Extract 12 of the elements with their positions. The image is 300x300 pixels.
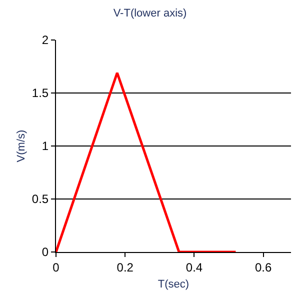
y-axis-title: V(m/s) (16, 130, 28, 162)
y-tick-label: 0.5 (32, 192, 49, 206)
x-tick-label: 0.2 (116, 260, 134, 274)
y-tick-label: 1 (42, 139, 49, 154)
y-tick-label: 0 (42, 245, 49, 260)
x-tick-label: 0.4 (186, 260, 203, 274)
y-tick-label: 1.5 (32, 86, 49, 100)
y-tick-label: 2 (42, 33, 49, 48)
x-tick-label: 0 (52, 260, 60, 274)
x-tick-label: 0.6 (255, 260, 272, 274)
x-axis-title: T(sec) (158, 278, 190, 291)
chart-title: V-T(lower axis) (113, 8, 187, 20)
